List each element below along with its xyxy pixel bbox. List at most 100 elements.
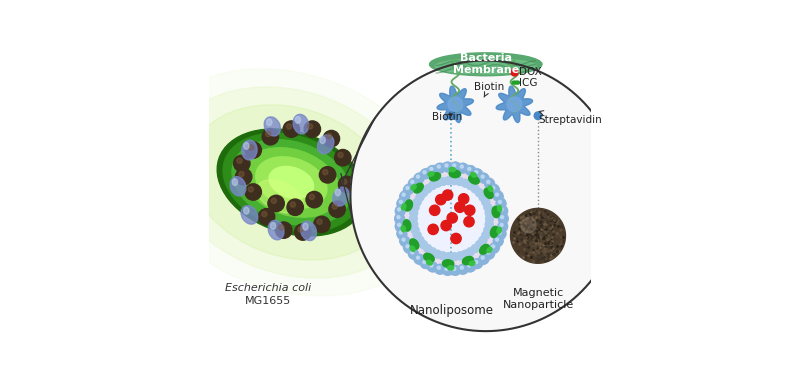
Circle shape [406, 186, 409, 189]
Circle shape [298, 227, 303, 232]
Circle shape [474, 260, 478, 263]
Circle shape [404, 243, 414, 253]
Circle shape [479, 194, 486, 201]
Ellipse shape [244, 207, 249, 214]
Circle shape [438, 266, 440, 269]
Circle shape [417, 175, 419, 178]
Circle shape [237, 158, 242, 164]
Circle shape [400, 237, 410, 246]
Circle shape [248, 187, 254, 192]
Circle shape [430, 264, 433, 267]
Ellipse shape [430, 173, 441, 181]
Circle shape [442, 190, 453, 200]
Circle shape [434, 179, 442, 187]
Circle shape [406, 245, 409, 248]
Circle shape [409, 179, 418, 188]
Circle shape [234, 155, 250, 172]
Circle shape [498, 206, 507, 216]
Circle shape [414, 232, 421, 239]
Circle shape [306, 192, 322, 208]
Circle shape [416, 236, 424, 244]
Circle shape [453, 164, 456, 167]
Polygon shape [418, 185, 485, 252]
Circle shape [397, 216, 400, 218]
Circle shape [443, 162, 452, 172]
Ellipse shape [442, 260, 454, 267]
Text: Biotin: Biotin [433, 113, 462, 122]
Ellipse shape [418, 185, 485, 252]
Circle shape [486, 209, 493, 217]
Circle shape [411, 204, 419, 211]
Circle shape [458, 265, 468, 274]
Circle shape [466, 248, 474, 255]
Circle shape [484, 204, 492, 211]
Circle shape [473, 169, 482, 179]
Ellipse shape [232, 140, 350, 225]
Circle shape [482, 198, 490, 206]
Ellipse shape [223, 133, 359, 232]
Circle shape [462, 250, 470, 258]
Ellipse shape [497, 227, 502, 233]
Circle shape [266, 131, 270, 137]
Text: MG1655: MG1655 [246, 296, 292, 306]
Circle shape [421, 169, 430, 179]
Circle shape [462, 250, 470, 258]
Circle shape [410, 220, 418, 228]
Circle shape [410, 209, 418, 217]
Circle shape [332, 204, 338, 209]
Circle shape [430, 264, 433, 267]
Text: Escherichia coli: Escherichia coli [226, 283, 312, 293]
Circle shape [490, 185, 499, 194]
Circle shape [421, 259, 430, 268]
Circle shape [245, 142, 262, 158]
Ellipse shape [293, 114, 309, 134]
Circle shape [500, 208, 503, 211]
Ellipse shape [270, 222, 276, 229]
Circle shape [245, 184, 262, 200]
Circle shape [441, 220, 451, 231]
Circle shape [424, 185, 431, 193]
Ellipse shape [190, 105, 393, 260]
Circle shape [490, 243, 499, 253]
Circle shape [494, 192, 503, 201]
Circle shape [409, 249, 418, 259]
Circle shape [466, 182, 474, 189]
Circle shape [456, 252, 464, 260]
Circle shape [271, 198, 277, 204]
Polygon shape [448, 97, 462, 112]
Circle shape [475, 241, 483, 248]
Circle shape [481, 175, 484, 178]
Circle shape [475, 189, 483, 197]
Ellipse shape [470, 172, 477, 177]
Circle shape [450, 162, 460, 172]
Ellipse shape [410, 246, 415, 252]
Circle shape [456, 252, 464, 260]
Circle shape [278, 225, 284, 230]
Circle shape [404, 185, 414, 194]
Circle shape [406, 245, 409, 248]
Circle shape [326, 133, 332, 139]
Circle shape [486, 215, 494, 222]
Circle shape [424, 185, 431, 193]
Circle shape [474, 260, 478, 263]
Ellipse shape [333, 187, 349, 206]
Circle shape [498, 222, 507, 231]
Circle shape [468, 264, 470, 267]
Circle shape [435, 265, 445, 274]
Circle shape [430, 167, 433, 170]
Ellipse shape [264, 117, 280, 136]
Ellipse shape [295, 116, 301, 123]
Ellipse shape [430, 53, 542, 76]
Circle shape [409, 249, 418, 259]
Ellipse shape [450, 167, 455, 172]
Circle shape [410, 251, 414, 254]
Circle shape [398, 208, 401, 211]
Circle shape [414, 198, 421, 206]
Circle shape [434, 250, 442, 258]
Circle shape [479, 174, 489, 183]
Circle shape [486, 220, 493, 228]
Ellipse shape [435, 59, 536, 74]
Circle shape [445, 177, 453, 184]
Circle shape [479, 236, 486, 244]
Circle shape [485, 249, 494, 259]
